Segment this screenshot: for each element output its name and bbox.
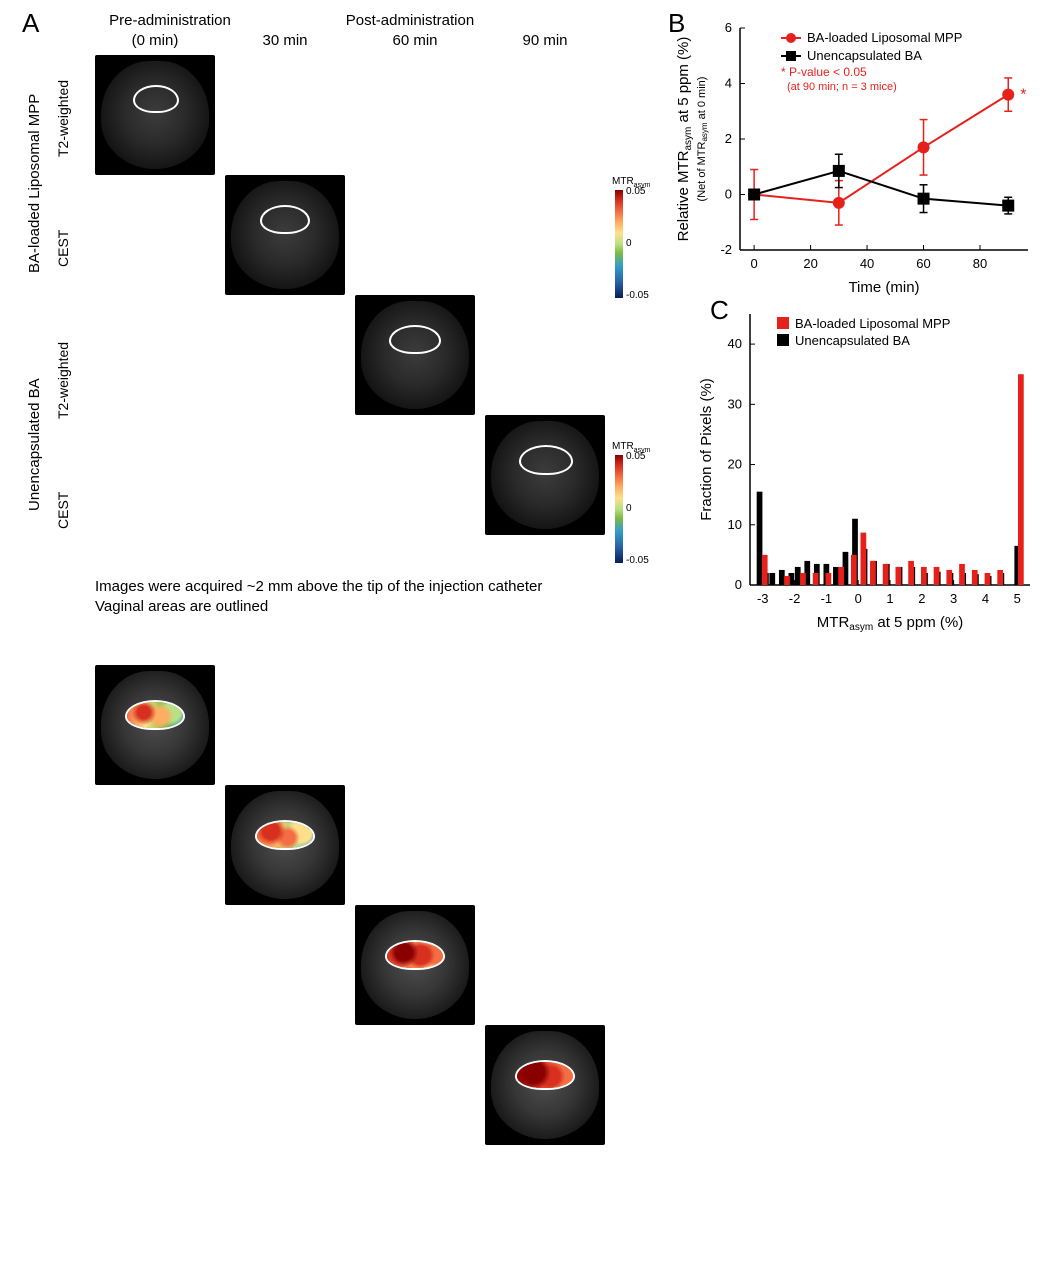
svg-text:BA-loaded Liposomal MPP: BA-loaded Liposomal MPP bbox=[795, 316, 950, 331]
svg-text:1: 1 bbox=[886, 591, 893, 606]
svg-text:40: 40 bbox=[860, 256, 874, 271]
svg-text:80: 80 bbox=[973, 256, 987, 271]
panel-a-label: A bbox=[22, 8, 39, 39]
panel-a-colhead-left: Pre-administration bbox=[100, 12, 240, 29]
svg-text:Unencapsulated BA: Unencapsulated BA bbox=[795, 333, 910, 348]
svg-text:0: 0 bbox=[735, 577, 742, 592]
panel-a-sub-3: 90 min bbox=[485, 32, 605, 49]
svg-text:Time (min): Time (min) bbox=[848, 279, 919, 296]
figure-root: A Pre-administration Post-administration… bbox=[0, 0, 1050, 634]
mri-r2-c1 bbox=[95, 665, 215, 785]
panel-a-footnote-0: Images were acquired ~2 mm above the tip… bbox=[95, 578, 542, 595]
mri-r2-c4 bbox=[485, 1025, 605, 1145]
mri-r1-c2 bbox=[225, 175, 345, 295]
svg-text:Relative MTRasym at 5 ppm (%): Relative MTRasym at 5 ppm (%) bbox=[675, 37, 694, 242]
svg-text:4: 4 bbox=[982, 591, 989, 606]
svg-text:5: 5 bbox=[1014, 591, 1021, 606]
svg-text:(Net of MTRasym at 0 min): (Net of MTRasym at 0 min) bbox=[696, 77, 709, 202]
svg-text:Fraction of Pixels (%): Fraction of Pixels (%) bbox=[698, 378, 715, 521]
svg-text:0: 0 bbox=[725, 187, 732, 202]
svg-text:60: 60 bbox=[916, 256, 930, 271]
svg-text:10: 10 bbox=[728, 517, 742, 532]
svg-text:20: 20 bbox=[803, 256, 817, 271]
svg-text:Unencapsulated BA: Unencapsulated BA bbox=[807, 48, 922, 63]
svg-text:6: 6 bbox=[725, 20, 732, 35]
svg-text:MTRasym at 5 ppm (%): MTRasym at 5 ppm (%) bbox=[817, 614, 963, 633]
panel-a-rowinner-0: T2-weighted bbox=[55, 58, 71, 178]
panel-c-chart: -3 -2 -1 0 1 2 3 4 5 0 10 20 30 40 MTRasym at 5 ppm (%… bbox=[695, 300, 1040, 635]
panel-a-colhead-right: Post-administration bbox=[320, 12, 500, 29]
svg-text:2: 2 bbox=[918, 591, 925, 606]
mri-r1-c3 bbox=[355, 295, 475, 415]
svg-text:4: 4 bbox=[725, 76, 732, 91]
svg-text:BA-loaded Liposomal MPP: BA-loaded Liposomal MPP bbox=[807, 30, 962, 45]
svg-text:0: 0 bbox=[855, 591, 862, 606]
svg-text:20: 20 bbox=[728, 457, 742, 472]
svg-text:-1: -1 bbox=[821, 591, 833, 606]
svg-text:-2: -2 bbox=[789, 591, 801, 606]
colorbar-tick-2: -0.05 bbox=[626, 290, 649, 301]
panel-a-rowinner-3: CEST bbox=[55, 450, 71, 570]
svg-text:40: 40 bbox=[728, 336, 742, 351]
svg-text:0: 0 bbox=[751, 256, 758, 271]
panel-a-sub-2: 60 min bbox=[355, 32, 475, 49]
colorbar-tick-0: 0.05 bbox=[626, 186, 645, 197]
panel-a-sub-0: (0 min) bbox=[95, 32, 215, 49]
svg-text:3: 3 bbox=[950, 591, 957, 606]
panel-a-footnote-1: Vaginal areas are outlined bbox=[95, 598, 268, 615]
panel-a-rowinner-1: CEST bbox=[55, 188, 71, 308]
colorbar-tick-1: 0 bbox=[626, 238, 632, 249]
svg-text:-3: -3 bbox=[757, 591, 769, 606]
mri-r2-c2 bbox=[225, 785, 345, 905]
panel-b-chart: 0 20 40 60 80 -2 0 2 4 6 Time (min) Relative MTRasy… bbox=[670, 10, 1040, 300]
mri-r2-c3 bbox=[355, 905, 475, 1025]
svg-text:* P-value < 0.05: * P-value < 0.05 bbox=[781, 65, 867, 79]
panel-a-rowouter-1: Unencapsulated BA bbox=[26, 320, 43, 570]
svg-text:*: * bbox=[1020, 87, 1026, 104]
panel-a-rowouter-0: BA-loaded Liposomal MPP bbox=[26, 58, 43, 308]
panel-a-sub-1: 30 min bbox=[225, 32, 345, 49]
svg-text:-2: -2 bbox=[720, 242, 732, 257]
colorbar-tick-b0: 0.05 bbox=[626, 451, 645, 462]
mri-r1-c4 bbox=[485, 415, 605, 535]
colorbar-tick-b1: 0 bbox=[626, 503, 632, 514]
mri-r1-c1 bbox=[95, 55, 215, 175]
colorbar-bottom bbox=[615, 455, 623, 563]
colorbar-top bbox=[615, 190, 623, 298]
panel-a-rowinner-2: T2-weighted bbox=[55, 320, 71, 440]
svg-text:(at 90 min; n = 3 mice): (at 90 min; n = 3 mice) bbox=[787, 81, 897, 93]
svg-text:2: 2 bbox=[725, 131, 732, 146]
colorbar-tick-b2: -0.05 bbox=[626, 555, 649, 566]
svg-text:30: 30 bbox=[728, 396, 742, 411]
